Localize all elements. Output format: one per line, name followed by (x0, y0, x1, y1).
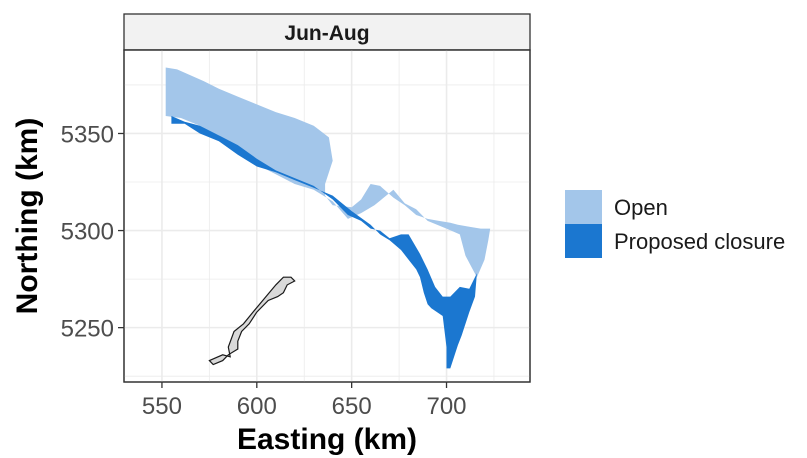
x-tick-label: 650 (332, 393, 372, 420)
map-regions (165, 67, 491, 369)
x-tick-label: 700 (426, 393, 466, 420)
region-open (165, 67, 491, 278)
island-outline (208, 276, 296, 366)
y-axis: 5250 5300 5350 (61, 121, 124, 343)
legend-label: Proposed closure (614, 229, 785, 254)
panel-border (123, 49, 531, 383)
legend-label: Open (614, 195, 668, 220)
facet-label: Jun-Aug (284, 22, 369, 45)
y-axis-title: Northing (km) (11, 118, 44, 315)
region-proposed-closure (171, 116, 477, 369)
legend-key-open (565, 190, 602, 224)
x-axis: 550 600 650 700 (142, 382, 467, 420)
legend: Open Proposed closure (565, 190, 785, 258)
x-tick-label: 600 (237, 393, 277, 420)
y-tick-label: 5300 (61, 219, 114, 246)
facet-strip (123, 13, 531, 51)
x-axis-title: Easting (km) (237, 423, 417, 456)
x-tick-label: 550 (142, 393, 182, 420)
y-tick-label: 5350 (61, 121, 114, 148)
legend-key-proposed-closure (565, 224, 602, 258)
land-outline (208, 276, 296, 366)
y-tick-label: 5250 (61, 316, 114, 343)
